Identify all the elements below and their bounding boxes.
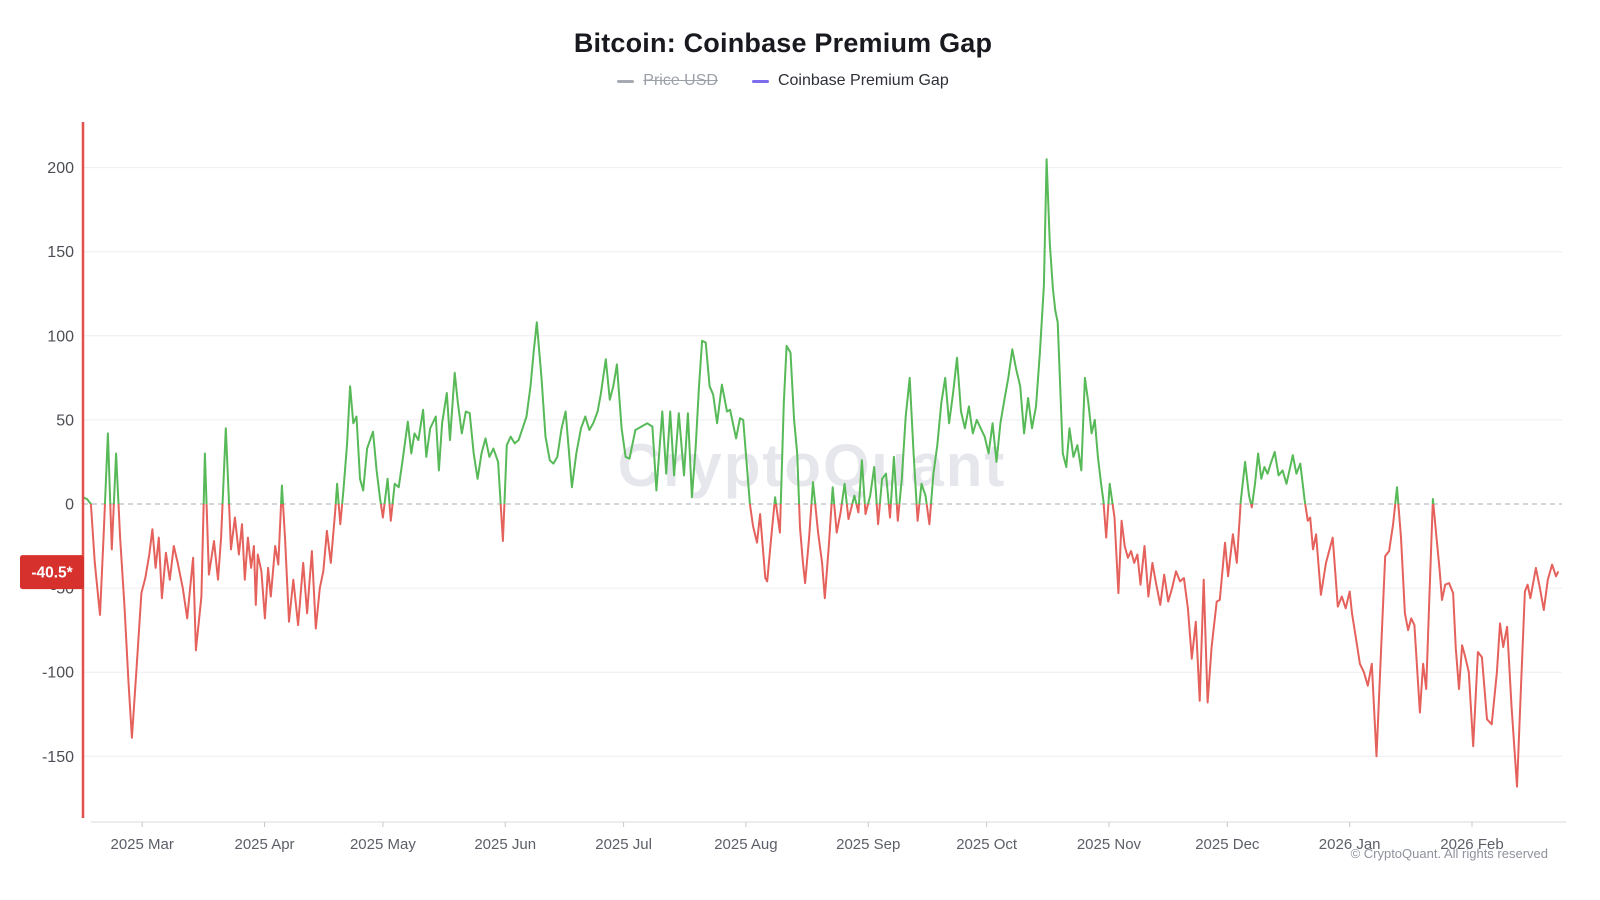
x-axis-tick-label: 2025 May [350, 836, 416, 853]
page-title: Bitcoin: Coinbase Premium Gap [573, 28, 993, 58]
last-value-badge-label: -40.5* [31, 565, 73, 582]
legend-label: Price USD [643, 72, 718, 89]
y-axis-tick-label: -100 [42, 665, 74, 682]
x-axis-tick-label: 2026 Feb [1440, 836, 1503, 853]
premium-gap-line-positive [83, 158, 1435, 504]
legend-dash-icon [751, 79, 769, 83]
y-axis-tick-label: 100 [47, 328, 74, 345]
x-axis-tick-label: 2025 Apr [234, 836, 294, 853]
premium-gap-line-negative [89, 504, 1559, 788]
x-axis-tick-label: 2025 Dec [1195, 836, 1260, 853]
x-axis-tick-label: 2025 Sep [836, 836, 900, 853]
y-axis-tick-label: -150 [42, 749, 74, 766]
chart-plot-area[interactable] [83, 122, 1562, 822]
legend-item-coinbase-premium-gap[interactable]: Coinbase Premium Gap [751, 72, 949, 90]
y-axis-tick-label: 200 [47, 160, 74, 177]
x-axis-tick-label: 2025 Jul [595, 836, 652, 853]
last-value-badge [20, 555, 84, 590]
x-axis-tick-label: 2025 Nov [1077, 836, 1142, 853]
x-axis-tick-label: 2025 Mar [111, 836, 174, 853]
copyright-notice: © CryptoQuant. All rights reserved [1350, 846, 1548, 861]
legend: Price USD Coinbase Premium Gap [0, 72, 1566, 90]
legend-dash-icon [617, 79, 635, 83]
x-axis-tick-label: 2025 Oct [956, 836, 1018, 853]
x-axis-tick-label: 2025 Aug [714, 836, 777, 853]
x-axis-tick-label: 2025 Jun [474, 836, 536, 853]
legend-label: Coinbase Premium Gap [777, 72, 949, 89]
chart-header: Bitcoin: Coinbase Premium Gap Price USD … [0, 0, 1566, 90]
y-axis-tick-label: 50 [56, 412, 74, 429]
y-axis-tick-label: 0 [65, 497, 74, 514]
legend-item-price-usd[interactable]: Price USD [617, 72, 718, 90]
y-axis-tick-label: 150 [47, 244, 74, 261]
x-axis-tick-label: 2026 Jan [1319, 836, 1381, 853]
